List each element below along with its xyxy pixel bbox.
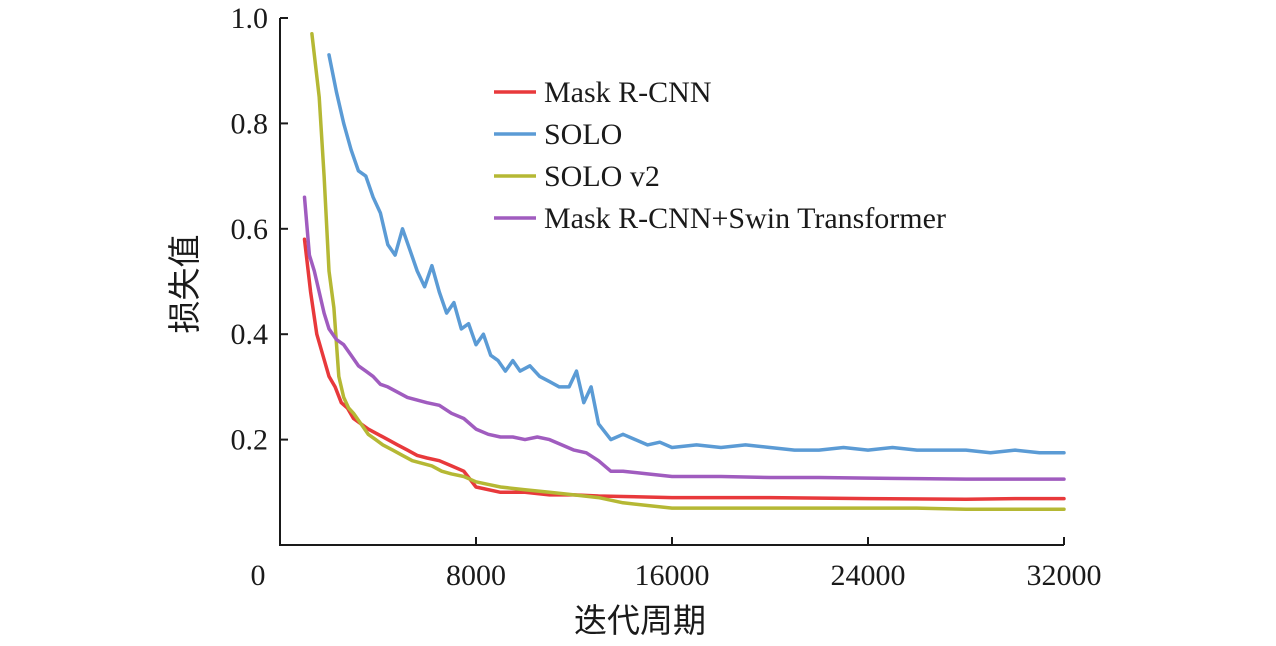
y-tick-label: 0.8 (231, 107, 269, 140)
x-tick-labels: 0 8000 16000 24000 32000 (251, 537, 1102, 592)
x-tick-label: 32000 (1027, 559, 1102, 592)
x-tick-label: 24000 (831, 559, 906, 592)
y-tick-label: 0.2 (231, 424, 269, 457)
y-tick-label: 0.4 (231, 318, 269, 351)
series-line-1 (302, 237, 1066, 501)
x-tick-label: 16000 (635, 559, 710, 592)
series-lines (302, 32, 1066, 511)
x-tick-label: 8000 (446, 559, 506, 592)
y-tick-label: 0.6 (231, 213, 269, 246)
legend-label: Mask R-CNN+Swin Transformer (544, 202, 946, 235)
legend-label: SOLO (544, 118, 622, 151)
legend-label: Mask R-CNN (544, 76, 712, 109)
x-axis-title: 迭代周期 (574, 601, 706, 640)
legend: Mask R-CNN SOLO SOLO v2 Mask R-CNN+Swin Tra… (494, 76, 946, 235)
series-line-4 (302, 195, 1066, 481)
series-line-2 (327, 53, 1066, 455)
legend-label: SOLO v2 (544, 160, 660, 193)
series-line-3 (310, 32, 1066, 511)
y-tick-label: 1.0 (231, 2, 269, 35)
x-tick-label: 0 (251, 559, 266, 592)
y-tick-labels: 0.2 0.4 0.6 0.8 1.0 (231, 2, 288, 457)
y-axis-title: 损失值 (165, 235, 204, 334)
